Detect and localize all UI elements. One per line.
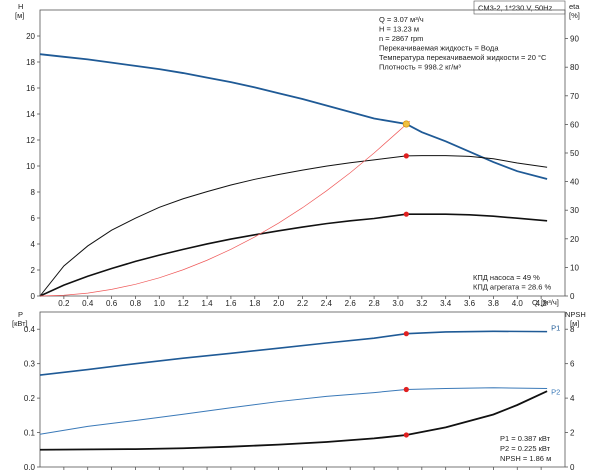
lower-curve-P2 [39,387,548,435]
upper-left-tick-label: 12 [26,136,35,145]
power-npsh-info: P1 = 0.387 кВт P2 = 0.225 кВт NPSH = 1.8… [500,434,551,463]
upper-left-axis-unit: [м] [15,11,24,20]
lower-curve-NPSH [39,390,548,451]
upper-right-tick-label: 60 [570,120,579,129]
upper-right-tick-label: 10 [570,263,579,272]
lower-left-tick-label: 0.4 [24,325,36,334]
info-line-temperature: Температура перекачиваемой жидкости = 20… [379,53,547,62]
x-tick-label: 3.6 [464,299,476,308]
upper-right-axis-label: eta [569,2,580,11]
info-line-p1: P1 = 0.387 кВт [500,434,551,443]
lower-left-axis-unit: [кВт] [12,319,28,328]
upper-right-axis-unit: [%] [569,11,580,20]
series-label-P2: P2 [551,387,560,396]
x-tick-label: 2.8 [369,299,381,308]
series-label-P1: P1 [551,324,560,333]
x-tick-label: 3.2 [416,299,428,308]
info-line-npsh: NPSH = 1.86 м [500,454,551,463]
lower-right-tick-label: 8 [570,325,575,334]
lower-curve-P1 [39,330,548,376]
x-tick-label: 2.2 [297,299,309,308]
upper-left-tick-label: 16 [26,84,35,93]
x-tick-label: 1.6 [225,299,237,308]
x-axis-label: Q [532,298,538,307]
x-tick-label: 0.8 [130,299,142,308]
lower-right-tick-label: 0 [570,463,575,472]
lower-duty-point-P1 [403,331,409,337]
upper-right-tick-label: 0 [570,292,575,301]
upper-curve-head [39,53,548,180]
lower-right-tick-label: 6 [570,360,575,369]
x-tick-label: 0.2 [58,299,70,308]
upper-plot-frame [39,9,566,297]
efficiency-info: КПД насоса = 49 % КПД агрегата = 28.6 % [473,273,551,292]
lower-duty-point-P2 [403,386,409,393]
lower-left-axis-label: P [18,310,23,319]
upper-right-tick-label: 20 [570,235,579,244]
x-tick-label: 1.2 [178,299,190,308]
upper-right-tick-label: 80 [570,63,579,72]
chart-title: CM3-2, 1*230 V, 50Hz [478,4,553,13]
lower-plot-frame [39,311,566,468]
upper-left-tick-label: 0 [31,292,36,301]
x-tick-label: 0.6 [106,299,118,308]
info-line-h: H = 13.23 м [379,25,419,34]
chart-title-box [473,0,566,15]
lower-left-tick-label: 0.0 [24,463,36,472]
x-tick-label: 1.4 [201,299,213,308]
lower-left-tick-label: 0.3 [24,360,36,369]
info-line-liquid: Перекачиваемая жидкость = Вода [379,44,499,53]
upper-right-tick-label: 70 [570,92,579,101]
lower-right-axis-unit: [м] [570,319,579,328]
lower-right-tick-label: 4 [570,394,575,403]
upper-left-tick-label: 6 [31,214,36,223]
x-tick-label: 2.0 [273,299,285,308]
info-line-pump-efficiency: КПД насоса = 49 % [473,273,540,282]
upper-left-tick-label: 18 [26,58,35,67]
lower-left-tick-label: 0.1 [24,429,36,438]
upper-duty-point-head [402,120,410,128]
upper-right-tick-label: 40 [570,178,579,187]
upper-left-tick-label: 14 [26,110,35,119]
x-tick-label: 1.0 [154,299,166,308]
plot-layer: 0.2 0.4 0.6 0.8 1.0 1.2 1.4 1.6 1.8 2.0 2.2 2.4 2.6 2… [24,9,579,472]
upper-left-tick-label: 8 [31,188,36,197]
upper-right-tick-label: 30 [570,206,579,215]
upper-curve-eta-unit [39,213,548,297]
x-axis-unit: [м³/ч] [541,298,559,307]
x-tick-label: 1.8 [249,299,261,308]
lower-right-axis-label: NPSH [565,310,586,319]
upper-curve-system-curve [39,120,411,297]
info-line-p2: P2 = 0.225 кВт [500,444,551,453]
upper-left-tick-label: 2 [31,266,36,275]
x-tick-label: 3.0 [392,299,404,308]
x-tick-label: 2.4 [321,299,333,308]
upper-duty-point-eta-unit [403,211,409,217]
info-line-q: Q = 3.07 м³/ч [379,15,424,24]
upper-left-tick-label: 10 [26,162,35,171]
upper-curve-eta-pump [39,155,548,297]
x-tick-label: 3.8 [488,299,500,308]
info-line-density: Плотность = 998.2 кг/м³ [379,63,461,72]
upper-right-tick-label: 50 [570,149,579,158]
lower-right-tick-label: 2 [570,429,575,438]
upper-left-axis-label: H [18,2,23,11]
upper-duty-point-eta-pump [403,153,409,159]
x-tick-label: 2.6 [345,299,357,308]
upper-left-tick-label: 4 [31,240,36,249]
x-tick-label: 0.4 [82,299,94,308]
x-tick-label: 3.4 [440,299,452,308]
x-tick-label: 4.0 [512,299,524,308]
lower-duty-point-NPSH [403,432,409,438]
info-line-n: n = 2867 rpm [379,34,423,43]
info-line-unit-efficiency: КПД агрегата = 28.6 % [473,283,551,292]
lower-left-tick-label: 0.2 [24,394,36,403]
upper-right-tick-label: 90 [570,35,579,44]
duty-point-info: Q = 3.07 м³/ч H = 13.23 м n = 2867 rpm П… [379,15,547,72]
x-tick-label: 4.2 [536,299,548,308]
upper-left-tick-label: 20 [26,32,35,41]
